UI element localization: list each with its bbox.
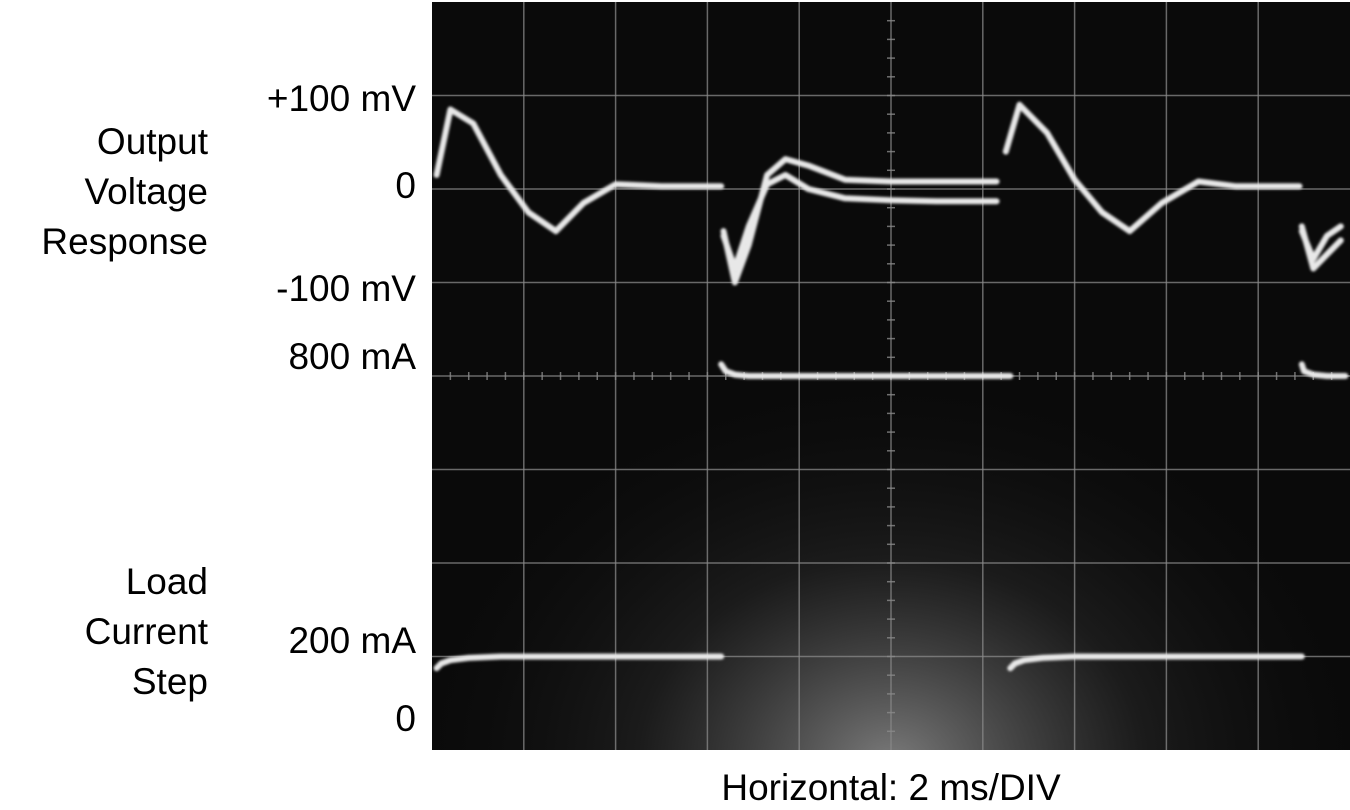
- current-tick-label-800ma: 800 mA: [288, 336, 416, 377]
- current-trace-0: [433, 653, 725, 672]
- x-axis-caption: Horizontal: 2 ms/DIV: [721, 767, 1061, 808]
- voltage-trace-5: [1298, 223, 1344, 263]
- voltage-trace-0: [433, 106, 725, 235]
- oscilloscope-screen: [432, 2, 1350, 750]
- current-trace-1: [718, 361, 1014, 379]
- traces: [433, 101, 1349, 672]
- current-tick-label-zero: 0: [395, 698, 416, 739]
- current-panel-label: Load Current Step: [84, 561, 208, 702]
- voltage-panel-label: Output Voltage Response: [41, 121, 208, 262]
- voltage-tick-label-zero: 0: [395, 165, 416, 206]
- current-trace-3: [1298, 361, 1349, 379]
- voltage-trace-1: [720, 156, 1000, 286]
- current-tick-label-200ma: 200 mA: [288, 620, 416, 661]
- voltage-trace-2: [720, 172, 1000, 272]
- current-trace-2: [1007, 653, 1305, 672]
- voltage-tick-label-minus-100mv: -100 mV: [276, 268, 416, 309]
- voltage-tick-label-plus-100mv: +100 mV: [266, 78, 416, 119]
- voltage-trace-3: [1002, 101, 1303, 235]
